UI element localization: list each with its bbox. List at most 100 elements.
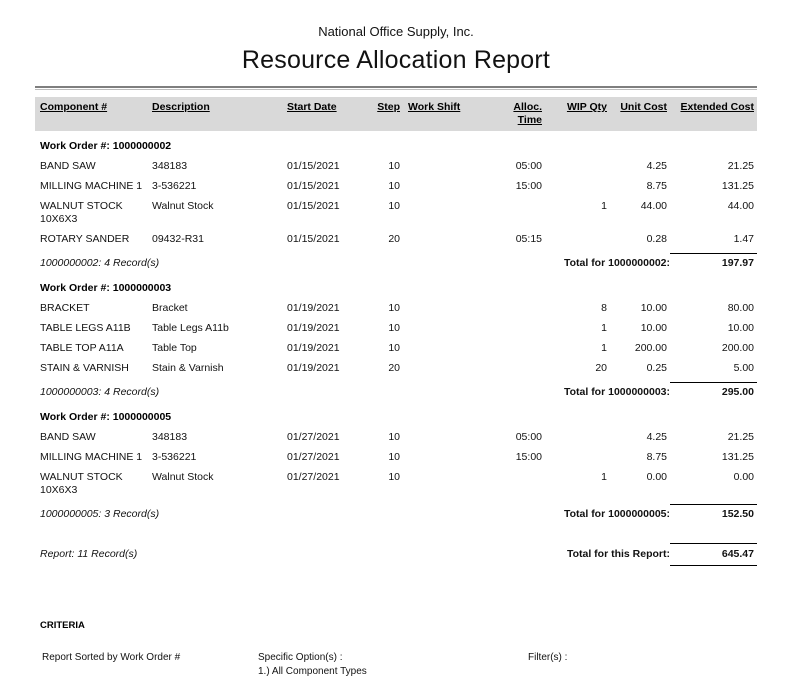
cell-work-shift: [403, 428, 489, 448]
cell-work-shift: [403, 177, 489, 197]
cell-description: Table Top: [152, 342, 197, 354]
cell-component: STAIN & VARNISH: [40, 362, 129, 374]
report-total-row: Report: 11 Record(s) Total for this Repo…: [35, 542, 757, 566]
cell-work-shift: [403, 197, 489, 230]
cell-work-shift: [403, 319, 489, 339]
group-total-row: 1000000005: 3 Record(s) Total for 1000000…: [35, 503, 757, 524]
report-total-label: Total for this Report:: [566, 548, 670, 560]
work-order-groups: Work Order #: 1000000002 BAND SAW 348183 01…: [35, 131, 757, 524]
cell-start-date: 01/19/2021: [287, 362, 340, 374]
cell-wip-qty: [545, 157, 610, 177]
cell-step: 10: [388, 471, 400, 483]
criteria-specific-options-label: Specific Option(s) :: [258, 652, 343, 663]
cell-work-shift: [403, 359, 489, 379]
cell-description: 348183: [152, 160, 188, 172]
report-record-count: Report: 11 Record(s): [40, 548, 138, 560]
criteria-filters-label: Filter(s) :: [528, 652, 568, 663]
cell-alloc-time: [489, 359, 545, 379]
cell-step: 10: [388, 180, 400, 192]
column-header-alloc-time: Alloc. Time: [513, 101, 542, 126]
table-row: BAND SAW 348183 01/27/2021 10 05:00 4.25 21.25: [35, 428, 757, 448]
work-order-group: Work Order #: 1000000005 BAND SAW 348183 01…: [35, 402, 757, 524]
cell-wip-qty: [545, 230, 610, 250]
column-header-unit-cost: Unit Cost: [620, 101, 667, 113]
cell-start-date: 01/15/2021: [287, 233, 340, 245]
cell-alloc-time: [489, 319, 545, 339]
cell-step: 10: [388, 160, 400, 172]
cell-alloc-time: 15:00: [515, 451, 542, 463]
cell-wip-qty: [545, 448, 610, 468]
column-header-start-date: Start Date: [287, 101, 337, 113]
cell-step: 10: [388, 431, 400, 443]
cell-step: 10: [388, 451, 400, 463]
cell-start-date: 01/27/2021: [287, 451, 340, 463]
cell-wip-qty: 8: [601, 302, 607, 314]
group-total-value: 295.00: [670, 382, 757, 402]
cell-start-date: 01/15/2021: [287, 180, 340, 192]
cell-alloc-time: 15:00: [515, 180, 542, 192]
cell-component: BAND SAW: [40, 431, 96, 443]
cell-unit-cost: 4.25: [646, 431, 667, 443]
group-total-value: 152.50: [670, 504, 757, 524]
criteria-specific-options: Specific Option(s) : 1.) All Component T…: [258, 651, 528, 679]
cell-wip-qty: 1: [601, 342, 607, 354]
work-order-label: Work Order #: 1000000005: [40, 411, 172, 423]
cell-start-date: 01/27/2021: [287, 471, 340, 483]
group-total-row: 1000000003: 4 Record(s) Total for 1000000…: [35, 381, 757, 402]
cell-component: WALNUT STOCK 10X6X3: [40, 471, 123, 496]
cell-alloc-time: 05:15: [515, 233, 542, 245]
report-header: National Office Supply, Inc. Resource Al…: [35, 24, 757, 76]
cell-extended-cost: 21.25: [727, 160, 754, 172]
cell-alloc-time: [489, 468, 545, 501]
column-header-step: Step: [377, 101, 400, 113]
cell-step: 10: [388, 342, 400, 354]
cell-extended-cost: 0.00: [733, 471, 754, 483]
table-row: BRACKET Bracket 01/19/2021 10 8 10.00 80.00: [35, 299, 757, 319]
column-header-description: Description: [152, 101, 210, 113]
cell-step: 10: [388, 322, 400, 334]
column-header-extended-cost: Extended Cost: [680, 101, 754, 113]
cell-step: 20: [388, 233, 400, 245]
cell-extended-cost: 10.00: [727, 322, 754, 334]
table-row: TABLE LEGS A11B Table Legs A11b 01/19/2021…: [35, 319, 757, 339]
cell-extended-cost: 1.47: [733, 233, 754, 245]
cell-unit-cost: 200.00: [634, 342, 667, 354]
work-order-label: Work Order #: 1000000002: [40, 140, 172, 152]
cell-unit-cost: 0.00: [646, 471, 667, 483]
cell-description: Walnut Stock: [152, 471, 214, 483]
cell-work-shift: [403, 230, 489, 250]
cell-component: MILLING MACHINE 1: [40, 451, 143, 463]
cell-unit-cost: 8.75: [646, 451, 667, 463]
work-order-group: Work Order #: 1000000002 BAND SAW 348183 01…: [35, 131, 757, 273]
cell-extended-cost: 80.00: [727, 302, 754, 314]
cell-component: TABLE TOP A11A: [40, 342, 124, 354]
cell-wip-qty: 1: [601, 471, 607, 483]
work-order-label: Work Order #: 1000000003: [40, 282, 172, 294]
cell-component: MILLING MACHINE 1: [40, 180, 143, 192]
group-record-count: 1000000005: 3 Record(s): [40, 508, 160, 520]
cell-unit-cost: 0.25: [646, 362, 667, 374]
table-row: TABLE TOP A11A Table Top 01/19/2021 10 1 200.…: [35, 339, 757, 359]
cell-description: 3-536221: [152, 451, 197, 463]
cell-wip-qty: [545, 428, 610, 448]
cell-extended-cost: 200.00: [721, 342, 754, 354]
cell-wip-qty: 1: [601, 200, 607, 212]
cell-component: BAND SAW: [40, 160, 96, 172]
table-row: ROTARY SANDER 09432-R31 01/15/2021 20 05:15 0…: [35, 230, 757, 250]
cell-start-date: 01/19/2021: [287, 322, 340, 334]
cell-description: 348183: [152, 431, 188, 443]
column-header-work-shift: Work Shift: [408, 101, 461, 113]
cell-start-date: 01/19/2021: [287, 342, 340, 354]
cell-start-date: 01/15/2021: [287, 200, 340, 212]
cell-component: BRACKET: [40, 302, 90, 314]
cell-unit-cost: 8.75: [646, 180, 667, 192]
cell-alloc-time: [489, 339, 545, 359]
cell-extended-cost: 21.25: [727, 431, 754, 443]
cell-work-shift: [403, 468, 489, 501]
cell-extended-cost: 131.25: [721, 451, 754, 463]
cell-step: 10: [388, 200, 400, 212]
criteria-sorted-by: Report Sorted by Work Order #: [42, 652, 181, 663]
page-title: Resource Allocation Report: [241, 46, 551, 74]
cell-unit-cost: 10.00: [640, 322, 667, 334]
table-row: WALNUT STOCK 10X6X3 Walnut Stock 01/27/202…: [35, 468, 757, 501]
